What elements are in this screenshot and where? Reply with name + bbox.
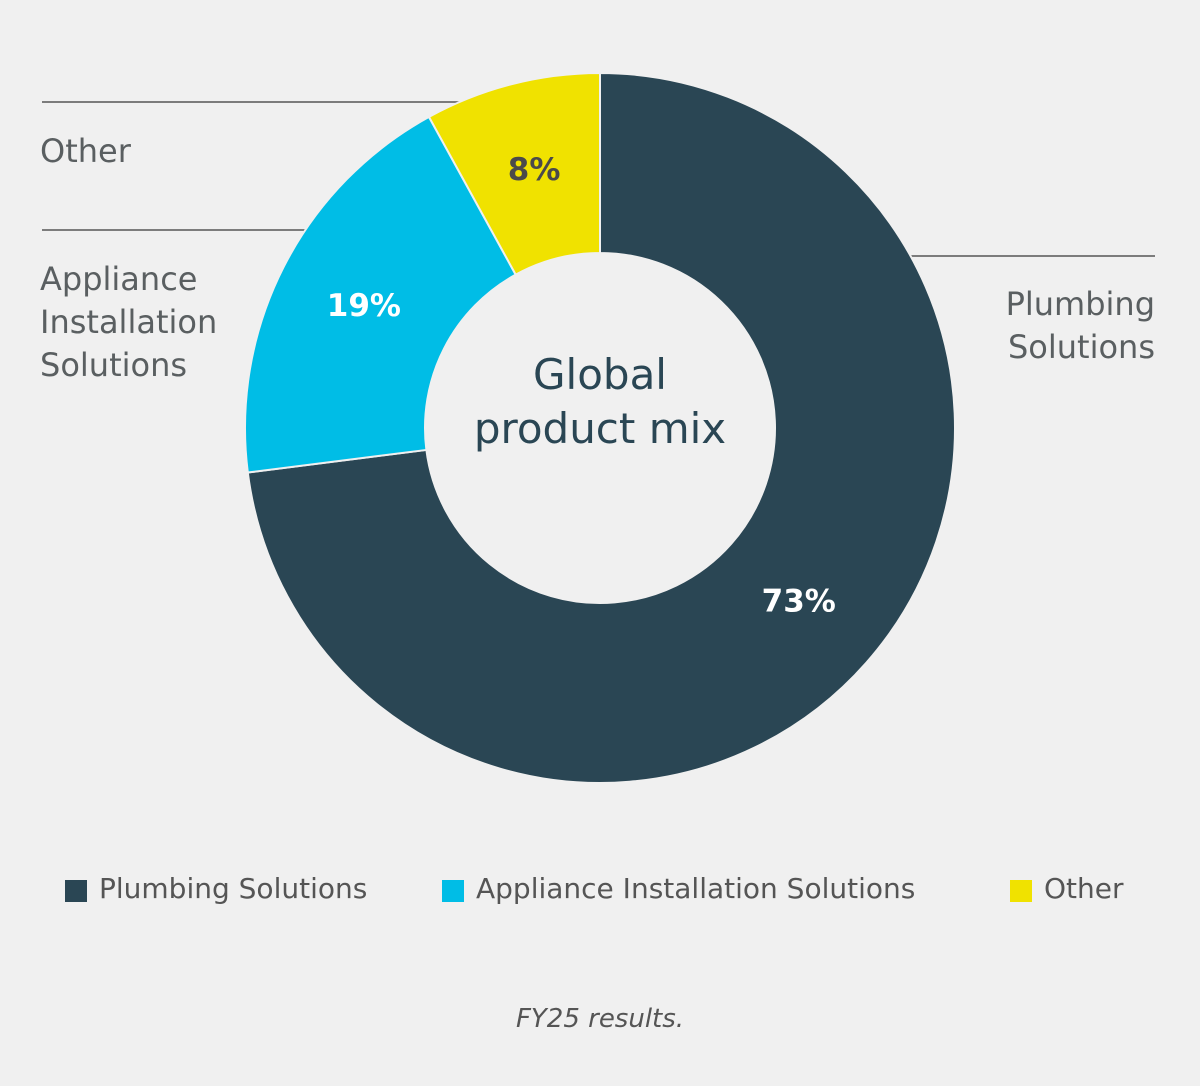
legend-swatch (1010, 880, 1032, 902)
legend-label: Other (1044, 872, 1124, 905)
legend-label: Plumbing Solutions (99, 872, 368, 905)
callout-label: Plumbing Solutions (1005, 285, 1155, 366)
legend-label: Appliance Installation Solutions (476, 872, 916, 905)
value-label: 8% (508, 152, 561, 188)
slice (244, 115, 518, 474)
callout-label: Other (40, 132, 131, 170)
center-title: Global product mix (473, 350, 727, 453)
value-label: 73% (762, 584, 836, 620)
slice (427, 71, 601, 277)
legend-swatch (65, 880, 87, 902)
slice (246, 71, 956, 784)
legend-swatch (442, 880, 464, 902)
caption: FY25 results. (515, 1004, 685, 1034)
callout-label: Appliance Installation Solutions (40, 260, 218, 384)
value-label: 19% (327, 288, 401, 324)
